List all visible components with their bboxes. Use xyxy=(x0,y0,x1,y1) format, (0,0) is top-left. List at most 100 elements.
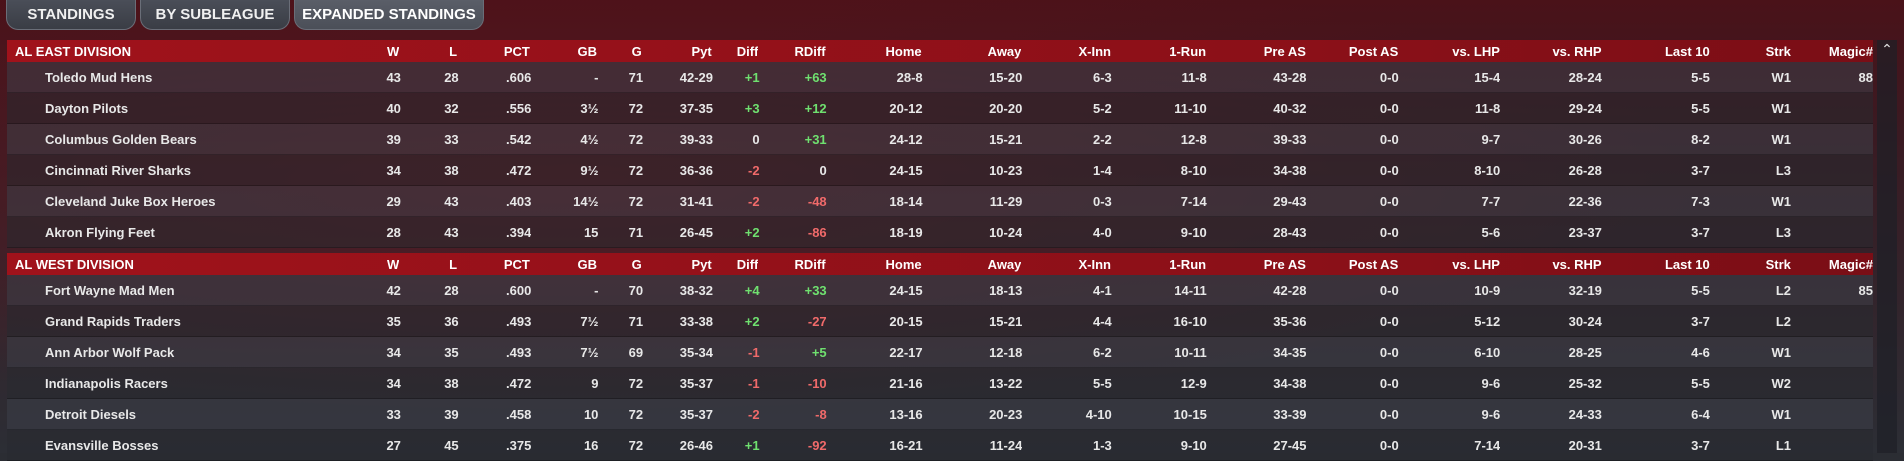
cell-x-inn: 1-3 xyxy=(1092,437,1112,453)
cell-gb: - xyxy=(594,69,599,85)
cell-home: 24-12 xyxy=(889,131,923,147)
cell-pct: .600 xyxy=(506,282,532,298)
chevron-up-icon[interactable]: ⌃ xyxy=(1881,41,1893,57)
cell-last-10: 5-5 xyxy=(1691,100,1710,116)
cell-pre-as: 33-39 xyxy=(1273,406,1307,422)
column-header-streak[interactable]: Strk xyxy=(1765,43,1791,59)
cell-x-inn: 5-2 xyxy=(1092,100,1112,116)
table-row[interactable]: Cincinnati River Sharks 34 38 .472 9½ 72 36-36… xyxy=(7,155,1873,186)
cell-post-as: 0-0 xyxy=(1379,193,1399,209)
column-header-last-10[interactable]: Last 10 xyxy=(1664,43,1710,59)
team-name: Columbus Golden Bears xyxy=(45,131,197,147)
cell-pyt: 37-35 xyxy=(679,100,714,116)
cell-pyt: 31-41 xyxy=(679,193,714,209)
team-name: Toledo Mud Hens xyxy=(45,69,153,85)
table-row[interactable]: Fort Wayne Mad Men 42 28 .600 - 70 38-32 +4 +33 2… xyxy=(7,275,1873,306)
cell-l: 32 xyxy=(444,100,459,116)
cell-streak: L2 xyxy=(1775,313,1791,329)
column-header-l[interactable]: L xyxy=(449,43,458,59)
table-row[interactable]: Columbus Golden Bears 39 33 .542 4½ 72 39-33 0 +… xyxy=(7,124,1873,155)
cell-vs-rhp: 29-24 xyxy=(1568,100,1602,116)
cell-rdiff: 0 xyxy=(819,162,827,178)
column-header-gb[interactable]: GB xyxy=(577,256,598,272)
column-header-pre-as[interactable]: Pre AS xyxy=(1263,256,1306,272)
column-header-w[interactable]: W xyxy=(387,256,400,272)
tab-expanded-standings[interactable]: EXPANDED STANDINGS xyxy=(294,0,484,30)
vertical-scrollbar[interactable]: ⌃ xyxy=(1877,40,1897,453)
column-header-vs-lhp[interactable]: vs. LHP xyxy=(1452,43,1500,59)
cell-last-10: 3-7 xyxy=(1691,313,1710,329)
table-row[interactable]: Evansville Bosses 27 45 .375 16 72 26-46 +1 -92 1… xyxy=(7,430,1873,461)
column-header-rdiff[interactable]: RDiff xyxy=(794,43,826,59)
column-header-magic-number[interactable]: Magic# xyxy=(1828,43,1873,59)
table-row[interactable]: Ann Arbor Wolf Pack 34 35 .493 7½ 69 35-34 -1 +5… xyxy=(7,337,1873,368)
cell-w: 29 xyxy=(386,193,401,209)
column-header-pyt[interactable]: Pyt xyxy=(691,256,712,272)
cell-magic-number: 88 xyxy=(1858,69,1873,85)
column-header-vs-rhp[interactable]: vs. RHP xyxy=(1552,43,1602,59)
column-header-post-as[interactable]: Post AS xyxy=(1348,256,1399,272)
column-header-vs-lhp[interactable]: vs. LHP xyxy=(1452,256,1500,272)
table-row[interactable]: Indianapolis Racers 34 38 .472 9 72 35-37 -1 -10… xyxy=(7,368,1873,399)
column-header-home[interactable]: Home xyxy=(885,43,922,59)
column-header-vs-rhp[interactable]: vs. RHP xyxy=(1552,256,1602,272)
column-header-gb[interactable]: GB xyxy=(577,43,598,59)
table-row[interactable]: Grand Rapids Traders 35 36 .493 7½ 71 33-38 +2 -… xyxy=(7,306,1873,337)
column-header-g[interactable]: G xyxy=(631,256,642,272)
column-header-streak[interactable]: Strk xyxy=(1765,256,1791,272)
cell-g: 69 xyxy=(628,344,644,360)
column-header-diff[interactable]: Diff xyxy=(736,43,759,59)
cell-vs-rhp: 30-24 xyxy=(1568,313,1602,329)
cell-post-as: 0-0 xyxy=(1379,344,1399,360)
cell-pct: .403 xyxy=(506,193,532,209)
cell-last-10: 5-5 xyxy=(1691,375,1710,391)
cell-pyt: 35-37 xyxy=(679,406,714,422)
division-header: AL WEST DIVISION W L PCT GB G Pyt Diff RDiff Home… xyxy=(7,253,1873,275)
cell-vs-lhp: 6-10 xyxy=(1474,344,1501,360)
column-header-g[interactable]: G xyxy=(631,43,642,59)
table-row[interactable]: Toledo Mud Hens 43 28 .606 - 71 42-29 +1 +63 28-8… xyxy=(7,62,1873,93)
column-header-post-as[interactable]: Post AS xyxy=(1348,43,1399,59)
cell-l: 45 xyxy=(444,437,459,453)
column-header-x-inn[interactable]: X-Inn xyxy=(1078,43,1111,59)
column-header-x-inn[interactable]: X-Inn xyxy=(1078,256,1111,272)
cell-w: 27 xyxy=(386,437,401,453)
tab-standings[interactable]: STANDINGS xyxy=(6,0,136,30)
cell-l: 43 xyxy=(444,193,459,209)
cell-pre-as: 39-33 xyxy=(1273,131,1307,147)
column-header-l[interactable]: L xyxy=(449,256,458,272)
table-row[interactable]: Akron Flying Feet 28 43 .394 15 71 26-45 +2 -86 1… xyxy=(7,217,1873,248)
cell-x-inn: 4-4 xyxy=(1092,313,1112,329)
column-header-one-run[interactable]: 1-Run xyxy=(1169,256,1207,272)
cell-home: 18-14 xyxy=(889,193,923,209)
column-header-one-run[interactable]: 1-Run xyxy=(1169,43,1207,59)
cell-gb: 4½ xyxy=(580,131,599,147)
cell-post-as: 0-0 xyxy=(1379,100,1399,116)
column-header-last-10[interactable]: Last 10 xyxy=(1664,256,1710,272)
cell-away: 10-24 xyxy=(989,224,1023,240)
column-header-magic-number[interactable]: Magic# xyxy=(1828,256,1873,272)
cell-pre-as: 29-43 xyxy=(1273,193,1307,209)
cell-away: 15-21 xyxy=(989,313,1023,329)
table-row[interactable]: Cleveland Juke Box Heroes 29 43 .403 14½ 72 31… xyxy=(7,186,1873,217)
column-header-away[interactable]: Away xyxy=(987,256,1022,272)
column-header-away[interactable]: Away xyxy=(987,43,1022,59)
cell-streak: W1 xyxy=(1771,193,1791,209)
cell-post-as: 0-0 xyxy=(1379,313,1399,329)
column-header-pct[interactable]: PCT xyxy=(503,256,530,272)
table-row[interactable]: Dayton Pilots 40 32 .556 3½ 72 37-35 +3 +12 20-12… xyxy=(7,93,1873,124)
cell-pre-as: 28-43 xyxy=(1273,224,1307,240)
column-header-pyt[interactable]: Pyt xyxy=(691,43,712,59)
cell-streak: W1 xyxy=(1771,100,1791,116)
tab-by-subleague[interactable]: BY SUBLEAGUE xyxy=(140,0,290,30)
column-header-home[interactable]: Home xyxy=(885,256,922,272)
cell-vs-rhp: 24-33 xyxy=(1568,406,1602,422)
cell-diff: -1 xyxy=(748,344,760,360)
column-header-diff[interactable]: Diff xyxy=(736,256,759,272)
column-header-rdiff[interactable]: RDiff xyxy=(794,256,826,272)
table-row[interactable]: Detroit Diesels 33 39 .458 10 72 35-37 -2 -8 13-1… xyxy=(7,399,1873,430)
column-header-pct[interactable]: PCT xyxy=(503,43,530,59)
cell-pct: .493 xyxy=(506,313,532,329)
column-header-pre-as[interactable]: Pre AS xyxy=(1263,43,1306,59)
column-header-w[interactable]: W xyxy=(387,43,400,59)
